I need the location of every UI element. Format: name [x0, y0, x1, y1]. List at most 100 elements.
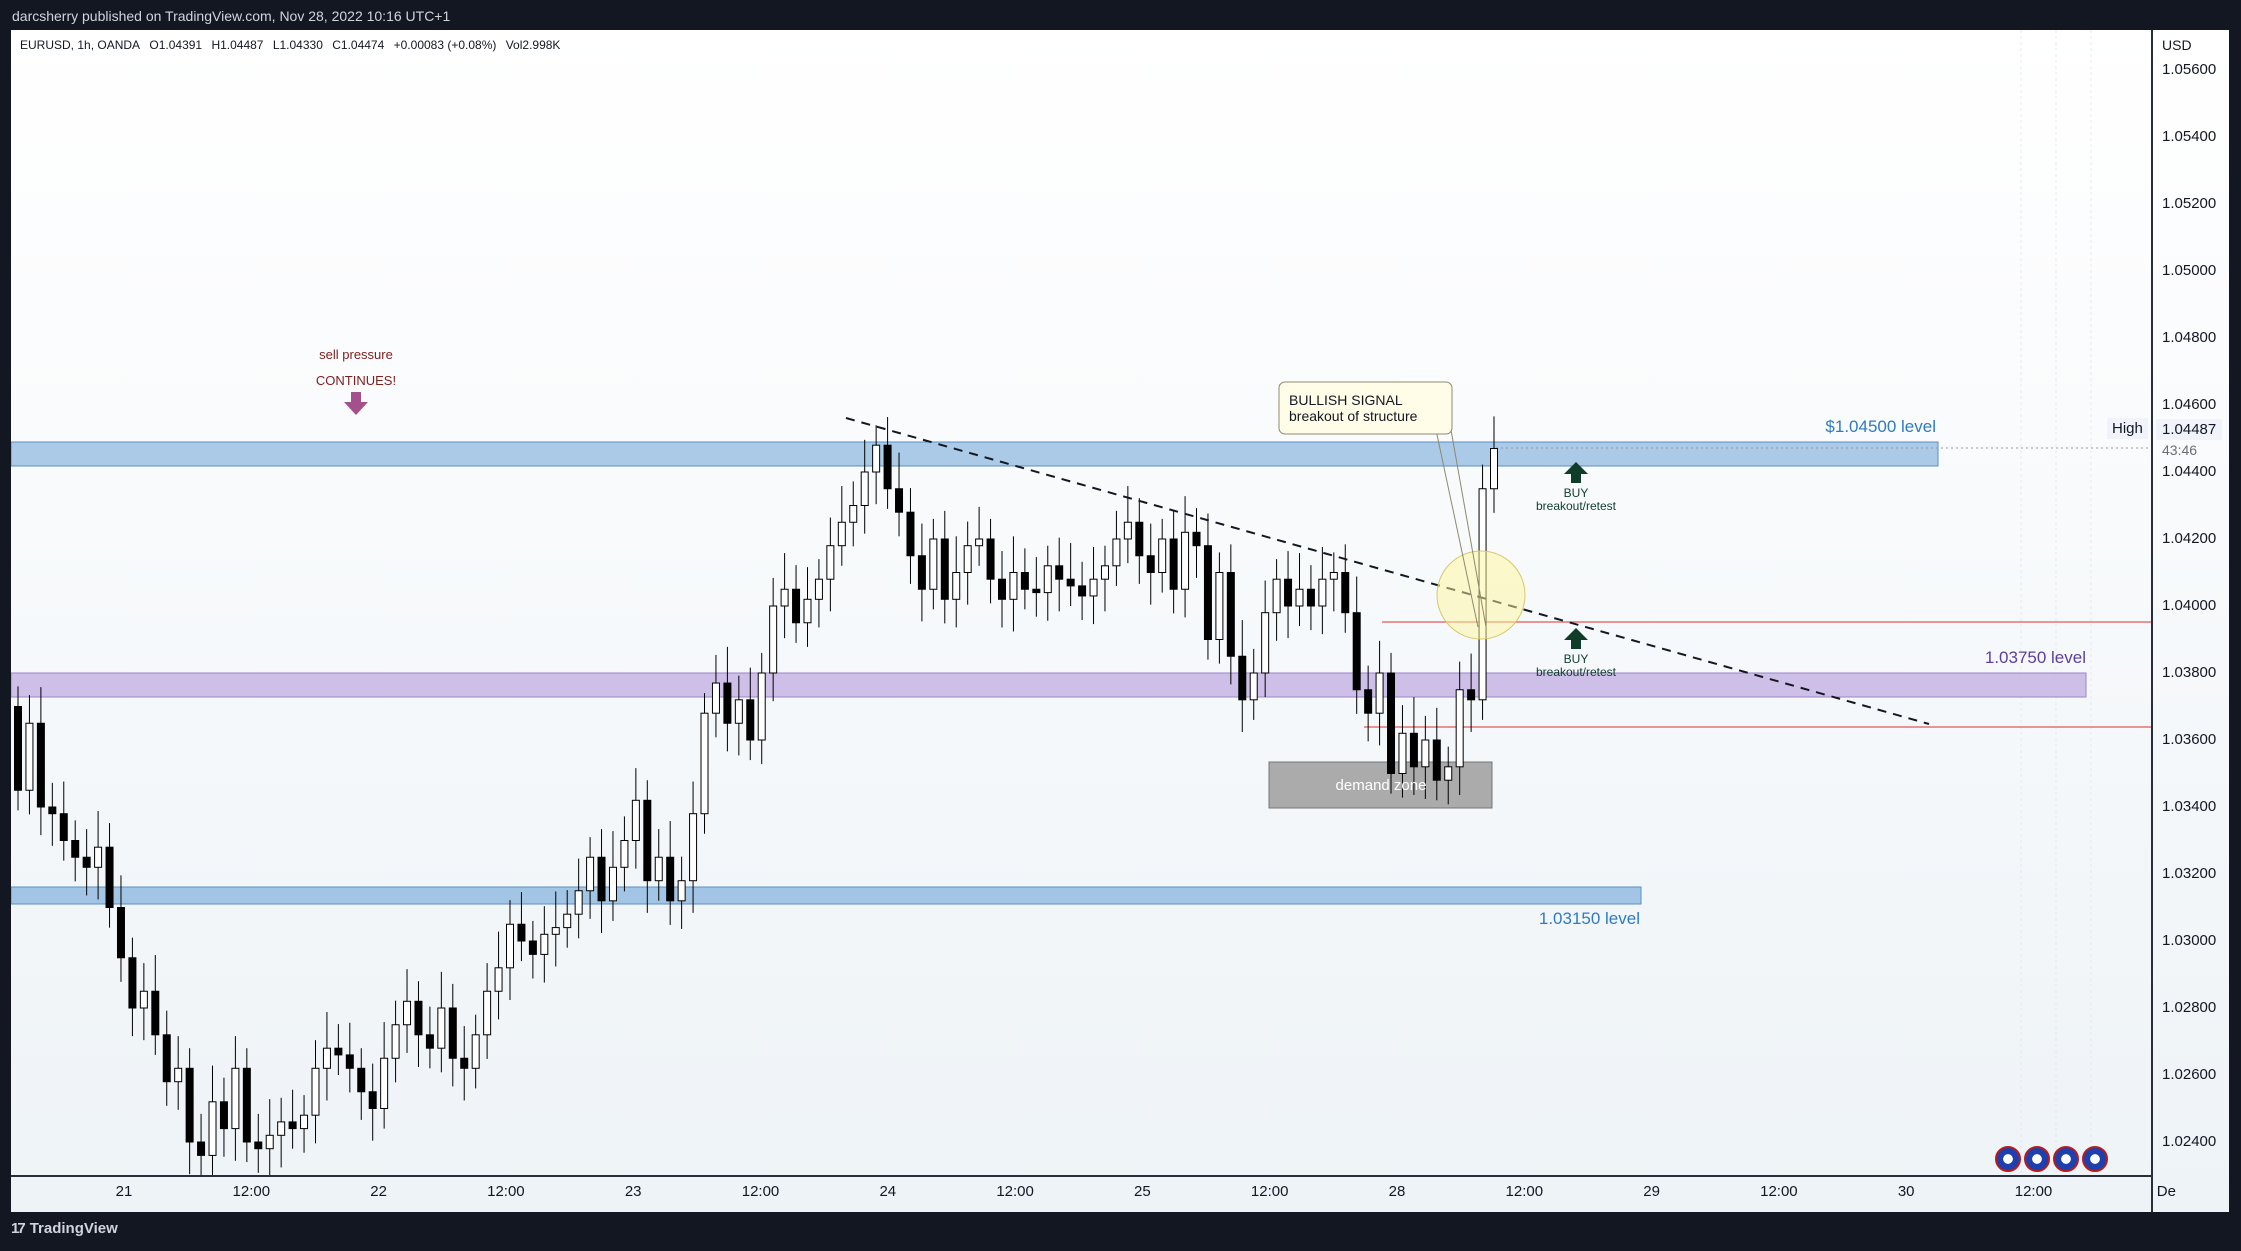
candle-body	[71, 840, 80, 858]
descending-trendline[interactable]	[845, 417, 1930, 725]
bullish-signal-callout[interactable]	[1278, 381, 1453, 435]
price-tick-label: 1.04400	[2162, 463, 2217, 480]
buy-sub-1: breakout/retest	[1536, 499, 1617, 513]
price-tick-label: 1.05600	[2162, 61, 2217, 78]
candle-body	[1078, 585, 1087, 597]
sell-pressure-label: sell pressure	[319, 347, 393, 362]
candle-body	[986, 538, 995, 580]
candle-body	[1135, 521, 1144, 557]
tradingview-logo-icon: 17	[11, 1220, 26, 1237]
us-flag-icon[interactable]	[2053, 1146, 2079, 1172]
candle-body	[1089, 578, 1098, 597]
time-tick-label: 12:00	[1250, 1183, 1289, 1200]
candle-body	[162, 1034, 171, 1083]
candle-body	[1203, 545, 1212, 641]
resistance-zone-1-0375[interactable]	[11, 672, 2087, 698]
time-tick-label: 25	[1134, 1183, 1151, 1200]
candle-body	[380, 1057, 389, 1109]
legend-high: H1.04487	[211, 38, 264, 52]
candle-body	[483, 990, 492, 1036]
symbol-legend[interactable]: EURUSD, 1h, OANDA O1.04391 H1.04487 L1.0…	[20, 38, 566, 52]
candle-body	[803, 598, 812, 624]
candle-body	[906, 511, 915, 557]
candle-body	[1341, 572, 1350, 614]
candle-body	[631, 799, 640, 841]
candle-body	[345, 1054, 354, 1069]
chart-pane[interactable]	[11, 30, 2229, 1212]
price-tick-label: 1.03400	[2162, 798, 2217, 815]
candle-body	[574, 890, 583, 915]
candle-body	[1226, 572, 1235, 657]
candle-body	[1169, 538, 1178, 590]
high-tag: High	[2107, 418, 2148, 439]
candle-body	[1398, 732, 1407, 774]
candle-body	[403, 1000, 412, 1026]
candle-body	[311, 1067, 320, 1116]
candle-body	[1066, 578, 1075, 587]
candle-body	[1490, 448, 1498, 490]
price-tick-label: 1.04000	[2162, 597, 2217, 614]
time-tick-label: 12:00	[1505, 1183, 1544, 1200]
candle-body	[677, 880, 686, 902]
candle-body	[48, 806, 57, 815]
legend-open: O1.04391	[149, 38, 203, 52]
candle-body	[929, 538, 938, 590]
time-tick-label: 12:00	[741, 1183, 780, 1200]
candle-body	[1181, 531, 1190, 590]
candle-body	[746, 699, 755, 741]
price-tick-label: 1.04800	[2162, 329, 2217, 346]
candle-body	[506, 923, 514, 969]
candle-body	[334, 1047, 343, 1056]
candle-body	[36, 722, 45, 808]
candle-body	[1112, 538, 1121, 567]
candle-body	[689, 813, 698, 882]
price-tick-label: 1.02800	[2162, 999, 2217, 1016]
time-tick-label: De	[2156, 1183, 2176, 1200]
bar-countdown: 43:46	[2162, 442, 2198, 458]
candle-body	[700, 712, 709, 815]
candle-body	[1444, 766, 1453, 781]
candle-body	[139, 990, 148, 1009]
candle-body	[643, 799, 652, 882]
candle-body	[769, 605, 778, 674]
breakout-highlight-circle[interactable]	[1436, 550, 1526, 640]
price-chart[interactable]: BULLISH SIGNAL breakout of structure sel…	[11, 30, 2151, 1175]
candle-body	[1467, 689, 1476, 701]
time-tick-label: 12:00	[1760, 1183, 1798, 1200]
legend-symbol[interactable]: EURUSD, 1h, OANDA	[20, 38, 141, 52]
level-label-1-0315: 1.03150 level	[1539, 909, 1640, 928]
candle-body	[254, 1141, 263, 1150]
time-tick-label: 30	[1897, 1183, 1915, 1200]
candle-body	[734, 699, 743, 724]
economic-events[interactable]	[1995, 1146, 2108, 1172]
candle-body	[1009, 572, 1018, 600]
time-tick-label: 24	[879, 1183, 897, 1200]
candle-body	[1329, 572, 1338, 580]
event-flag-icon[interactable]	[1995, 1146, 2021, 1172]
support-zone-1-0315[interactable]	[11, 886, 1642, 905]
candle-body	[1421, 739, 1430, 768]
buy-label-2: BUY	[1564, 652, 1589, 666]
candle-body	[471, 1034, 480, 1069]
candle-body	[414, 1000, 423, 1036]
legend-close: C1.04474	[332, 38, 385, 52]
time-tick-label: 21	[115, 1183, 133, 1200]
us-flag-icon[interactable]	[2082, 1146, 2108, 1172]
callout-title: BULLISH SIGNAL	[1289, 392, 1403, 408]
demand-zone[interactable]	[1268, 761, 1493, 809]
tradingview-logo[interactable]: 17 TradingView	[11, 1220, 118, 1237]
candle-body	[528, 940, 537, 955]
candle-body	[1284, 578, 1293, 607]
candle-body	[1192, 531, 1201, 547]
candle-body	[185, 1067, 194, 1143]
legend-change: +0.00083 (+0.08%)	[393, 38, 497, 52]
candle-body	[357, 1067, 366, 1093]
currency-label[interactable]: USD	[2162, 37, 2192, 53]
publisher-bar: darcsherry published on TradingView.com,…	[0, 0, 2241, 30]
candle-body	[82, 856, 91, 868]
candle-body	[586, 856, 595, 892]
price-tick-label: 1.04600	[2162, 396, 2217, 413]
time-tick-label: 12:00	[487, 1183, 525, 1200]
us-flag-icon[interactable]	[2024, 1146, 2050, 1172]
price-tick-label: 1.05200	[2162, 195, 2217, 212]
